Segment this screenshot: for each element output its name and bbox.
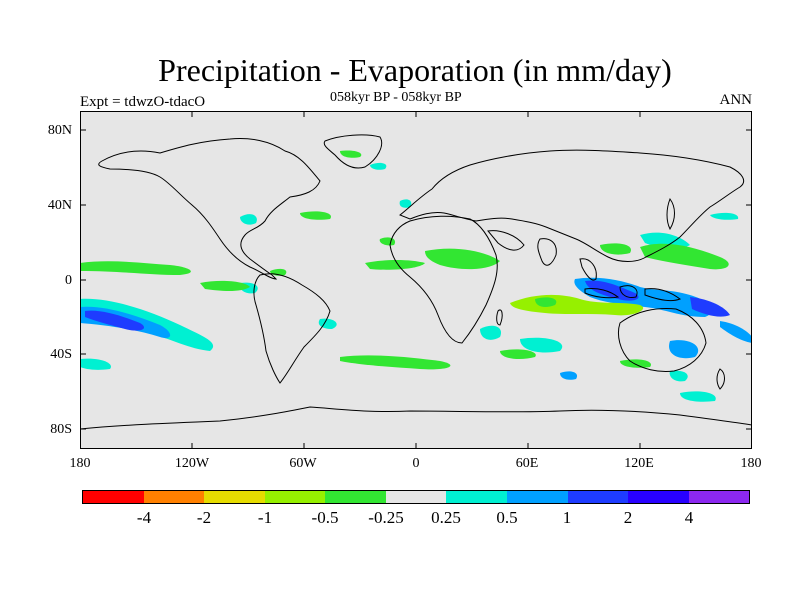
lat-label-eq: 0 (65, 273, 72, 288)
experiment-label: Expt = tdwzO-tdacO (80, 94, 206, 110)
colorbar-label-3: -1 (257, 508, 273, 527)
colorbar-swatch-11 (689, 491, 750, 504)
colorbar-swatch-8 (507, 491, 568, 504)
season-label: ANN (719, 92, 753, 108)
colorbar-border (82, 490, 750, 504)
colorbar-swatch-10 (628, 491, 689, 504)
colorbar-label-7: 0.5 (496, 508, 518, 527)
colorbar-swatch-7 (446, 491, 507, 504)
lon-label-60w: 60W (289, 456, 317, 471)
lon-label-0: 0 (412, 456, 420, 471)
colorbar-label-5: -0.25 (368, 508, 404, 527)
colorbar-swatch-5 (325, 491, 386, 504)
colorbar-label-4: -0.5 (311, 508, 339, 527)
colorbar-label-1: -4 (136, 508, 152, 527)
lat-label-80n: 80N (47, 123, 72, 138)
lat-label-80s: 80S (50, 422, 72, 437)
lat-label-40n: 40N (47, 198, 72, 213)
lat-label-40s: 40S (50, 347, 72, 362)
map-frame (80, 111, 752, 449)
lon-label-180w: 180 (69, 456, 91, 471)
lon-label-120e: 120E (624, 456, 654, 471)
lon-label-60e: 60E (515, 456, 539, 471)
plot-subtitle: 058kyr BP - 058kyr BP (330, 90, 462, 105)
colorbar-label-10: 4 (684, 508, 694, 527)
colorbar-swatch-3 (204, 491, 265, 504)
colorbar-swatch-4 (265, 491, 325, 504)
colorbar-swatch-6 (386, 491, 446, 504)
world-map (80, 111, 752, 449)
colorbar-label-9: 2 (623, 508, 633, 527)
ocean-background (80, 111, 752, 449)
lon-label-120w: 120W (174, 456, 210, 471)
colorbar-swatch-2 (144, 491, 204, 504)
colorbar-label-8: 1 (562, 508, 572, 527)
colorbar-label-2: -2 (196, 508, 212, 527)
colorbar-swatch-9 (568, 491, 628, 504)
colorbar-label-6: 0.25 (431, 508, 461, 527)
coastlines (80, 134, 752, 430)
plot-title: Precipitation - Evaporation (in mm/day) (158, 52, 672, 88)
colorbar-swatch-1 (83, 491, 144, 504)
positive-anomaly-contours (80, 162, 752, 402)
lon-label-180e: 180 (740, 456, 762, 471)
